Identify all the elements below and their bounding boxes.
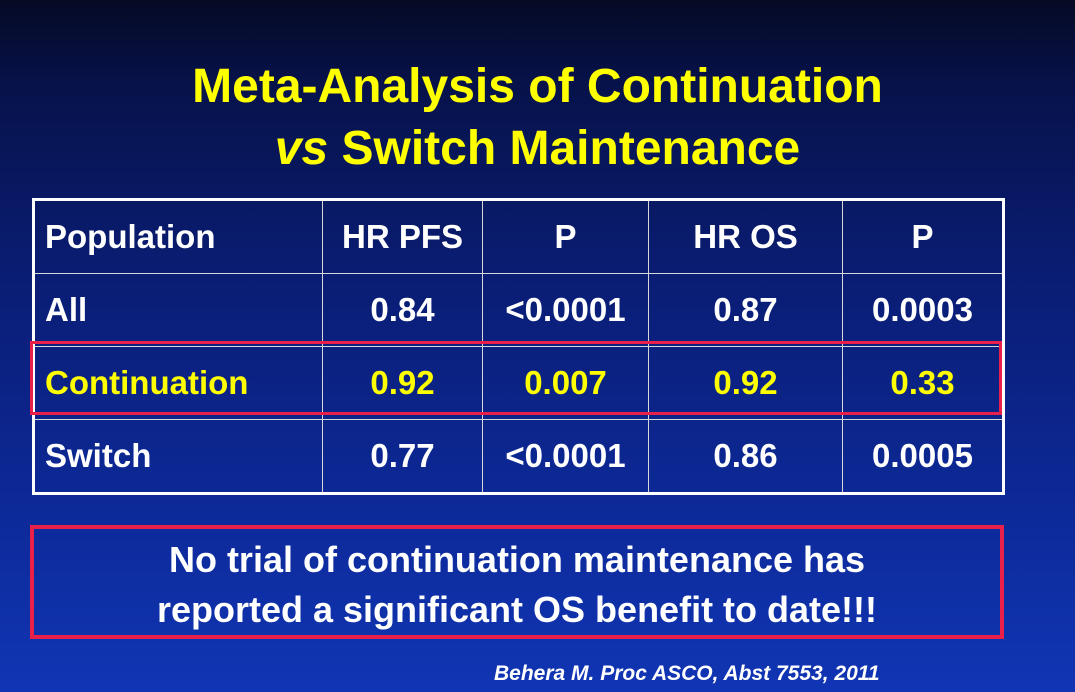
header-population: Population <box>33 199 323 274</box>
cell-hr-os: 0.86 <box>648 419 843 494</box>
cell-hr-pfs: 0.92 <box>322 346 483 420</box>
cell-p-pfs: <0.0001 <box>482 419 649 494</box>
conclusion-note-box: No trial of continuation maintenance has… <box>30 525 1004 639</box>
cell-population: Continuation <box>33 346 323 420</box>
cell-p-os: 0.33 <box>842 346 1004 420</box>
slide-title: Meta-Analysis of Continuation vs Switch … <box>0 56 1075 180</box>
citation: Behera M. Proc ASCO, Abst 7553, 2011 <box>494 662 880 685</box>
header-hr-os: HR OS <box>648 199 843 274</box>
table-header-row: Population HR PFS P HR OS P <box>33 199 1004 274</box>
cell-p-pfs: <0.0001 <box>482 273 649 347</box>
table-row-all: All 0.84 <0.0001 0.87 0.0003 <box>33 273 1004 347</box>
cell-p-os: 0.0005 <box>842 419 1004 494</box>
cell-p-os: 0.0003 <box>842 273 1004 347</box>
header-p-os: P <box>842 199 1004 274</box>
cell-population: Switch <box>33 419 323 494</box>
cell-hr-pfs: 0.77 <box>322 419 483 494</box>
cell-hr-os: 0.87 <box>648 273 843 347</box>
title-line-2: vs Switch Maintenance <box>0 118 1075 180</box>
header-p-pfs: P <box>482 199 649 274</box>
continuation-highlight-box <box>30 341 1002 415</box>
note-line-1: No trial of continuation maintenance has <box>168 539 866 580</box>
table-row-switch: Switch 0.77 <0.0001 0.86 0.0005 <box>33 419 1004 494</box>
cell-population: All <box>33 273 323 347</box>
title-vs: vs <box>274 122 329 175</box>
title-line-1: Meta-Analysis of Continuation <box>192 60 883 113</box>
header-hr-pfs: HR PFS <box>322 199 483 274</box>
note-line-2: reported a significant OS benefit to dat… <box>156 589 878 630</box>
title-line-2-rest: Switch Maintenance <box>328 122 801 175</box>
cell-hr-pfs: 0.84 <box>322 273 483 347</box>
results-table: Population HR PFS P HR OS P All 0.84 <0.… <box>32 198 1005 495</box>
